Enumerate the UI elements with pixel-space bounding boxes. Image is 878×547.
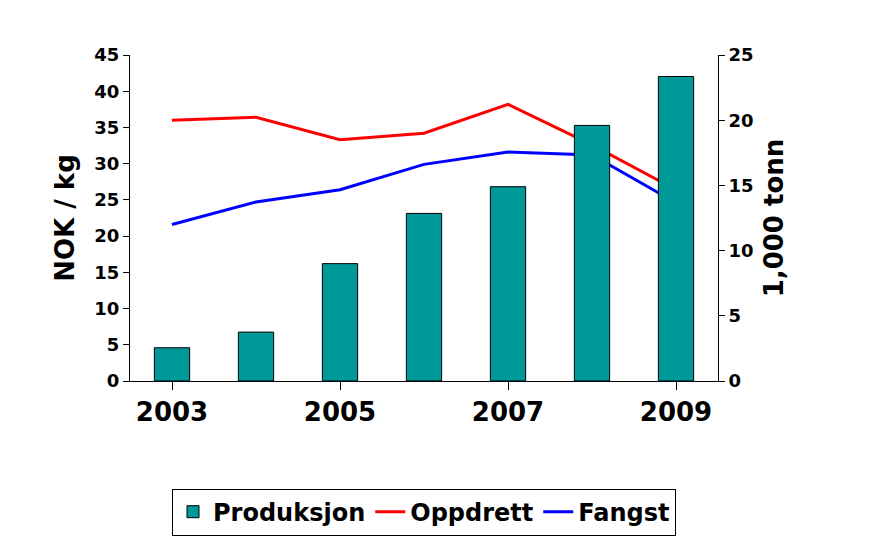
svg-text:15: 15	[729, 175, 754, 196]
svg-text:Oppdrett: Oppdrett	[410, 499, 533, 527]
svg-text:10: 10	[729, 240, 754, 261]
svg-text:NOK / kg: NOK / kg	[50, 154, 80, 282]
svg-text:0: 0	[729, 370, 742, 391]
svg-text:0: 0	[107, 370, 120, 391]
svg-text:30: 30	[94, 153, 119, 174]
svg-text:15: 15	[94, 262, 119, 283]
svg-text:25: 25	[729, 44, 754, 65]
svg-text:25: 25	[94, 189, 119, 210]
svg-text:2007: 2007	[472, 397, 544, 427]
svg-text:5: 5	[107, 334, 120, 355]
svg-text:20: 20	[729, 110, 754, 131]
svg-text:20: 20	[94, 225, 119, 246]
svg-text:1,000 tonn: 1,000 tonn	[759, 139, 789, 298]
svg-text:35: 35	[94, 117, 119, 138]
svg-text:10: 10	[94, 298, 119, 319]
svg-text:2009: 2009	[640, 397, 712, 427]
svg-text:Fangst: Fangst	[578, 499, 669, 527]
svg-text:2005: 2005	[304, 397, 376, 427]
svg-text:Produksjon: Produksjon	[213, 499, 365, 527]
svg-text:5: 5	[729, 305, 742, 326]
svg-text:2003: 2003	[136, 397, 208, 427]
svg-text:40: 40	[94, 81, 119, 102]
svg-text:45: 45	[94, 44, 119, 65]
